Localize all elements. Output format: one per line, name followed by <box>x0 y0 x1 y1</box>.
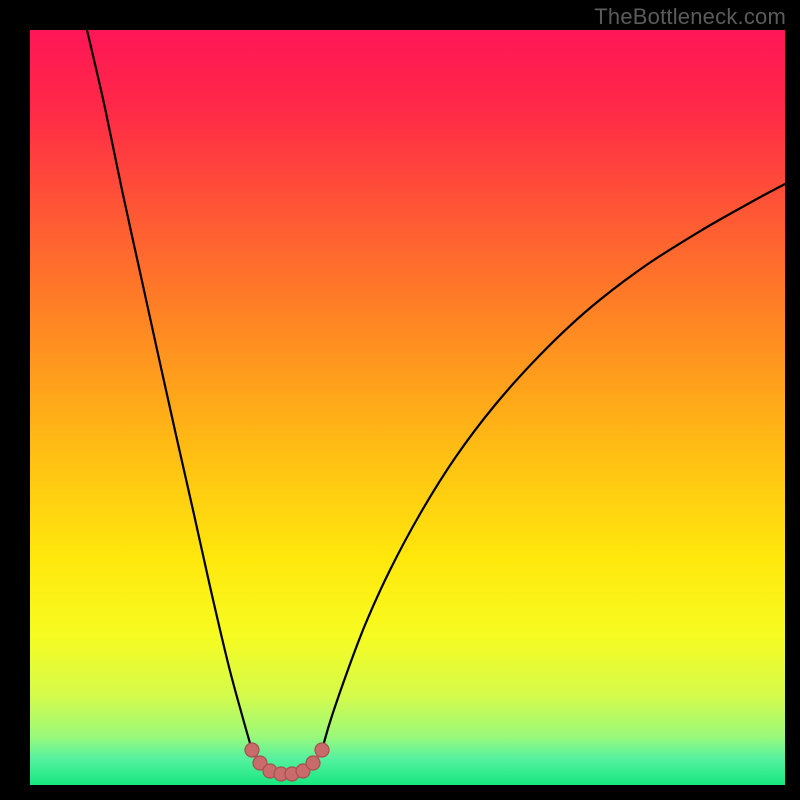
bottleneck-chart-svg <box>30 30 785 785</box>
data-dot <box>306 756 320 770</box>
watermark-text: TheBottleneck.com <box>594 4 786 30</box>
data-dot <box>245 743 259 757</box>
data-dot <box>315 743 329 757</box>
chart-frame: TheBottleneck.com <box>0 0 800 800</box>
gradient-background <box>30 30 785 785</box>
plot-area <box>30 30 785 785</box>
